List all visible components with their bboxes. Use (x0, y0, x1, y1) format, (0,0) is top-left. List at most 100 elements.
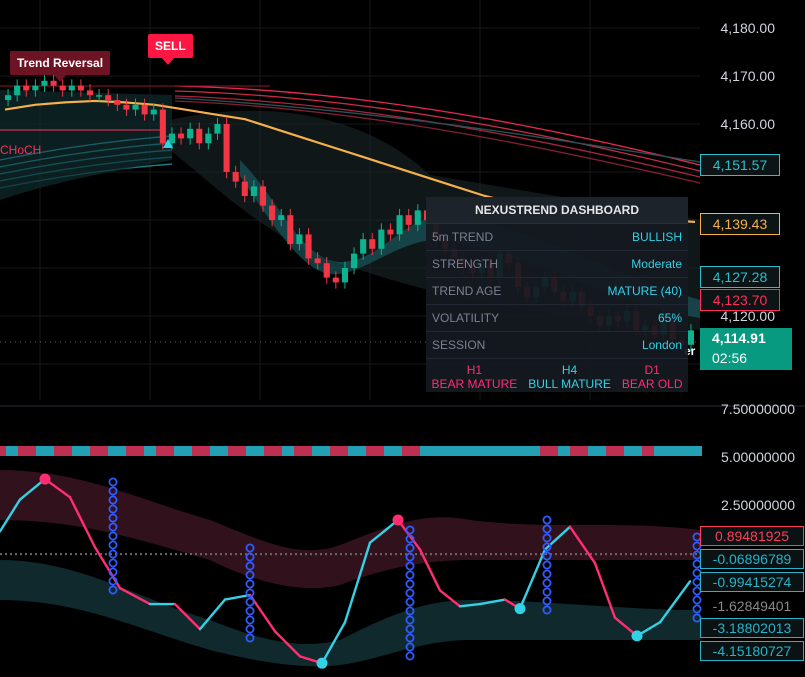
divergence-marker (405, 525, 415, 535)
price-axis-label-4120: 4,120.00 (720, 308, 776, 324)
candle-body (387, 229, 394, 235)
trend-strip-cell (312, 446, 318, 456)
trend-strip-cell (516, 446, 522, 456)
pivot-dot (316, 657, 328, 669)
divergence-marker (108, 522, 118, 532)
trend-strip-cell (24, 446, 30, 456)
trend-strip-cell (222, 446, 228, 456)
trend-strip-cell (240, 446, 246, 456)
oscillator-segment (518, 548, 547, 610)
dashboard-row-label: SESSION (432, 338, 486, 352)
trend-strip-cell (534, 446, 540, 456)
trend-strip-cell (384, 446, 390, 456)
divergence-marker (542, 542, 552, 552)
candle-body (232, 172, 239, 182)
divergence-marker (405, 579, 415, 589)
divergence-marker (245, 543, 255, 553)
oscillator-segment (478, 598, 507, 606)
trend-strip-cell (210, 446, 216, 456)
trend-strip-cell (360, 446, 366, 456)
choch-label: CHoCH (0, 143, 42, 157)
pivot-dot (392, 514, 404, 526)
timeframe-h1: H1 BEAR MATURE (431, 363, 517, 391)
trend-strip-cell (696, 446, 702, 456)
trend-strip-cell (414, 446, 420, 456)
trend-strip-cell (372, 446, 378, 456)
divergence-marker (542, 515, 552, 525)
candle-body (41, 80, 48, 86)
trend-strip-cell (684, 446, 690, 456)
timeframe-state: BEAR OLD (621, 377, 683, 391)
divergence-marker (692, 595, 702, 605)
trend-strip-cell (72, 446, 78, 456)
divergence-marker (405, 588, 415, 598)
oscillator-segment (68, 496, 97, 549)
trend-strip-cell (630, 446, 636, 456)
price-tag-moving-average: 4,139.43 (700, 213, 780, 235)
trend-strip-cell (282, 446, 288, 456)
candle-body (223, 124, 230, 172)
trend-strip-cell (336, 446, 342, 456)
divergence-marker (245, 579, 255, 589)
candle-body (68, 85, 75, 91)
dashboard-row-value: London (641, 338, 682, 352)
trend-strip-cell (594, 446, 600, 456)
trend-strip-cell (234, 446, 240, 456)
trend-strip-cell (558, 446, 564, 456)
dashboard-row-value: MATURE (40) (607, 284, 682, 298)
trend-strip-cell (444, 446, 450, 456)
divergence-marker (108, 495, 118, 505)
candle-body (396, 215, 403, 235)
trend-strip-cell (576, 446, 582, 456)
divergence-marker (245, 615, 255, 625)
sell-signal-tag[interactable]: SELL (148, 34, 193, 58)
oscillator-segment (418, 548, 442, 592)
trend-strip-cell (270, 446, 276, 456)
trend-strip-cell (690, 446, 696, 456)
oscillator-segment (118, 586, 152, 606)
osc-tag-upper: 0.89481925 (700, 526, 804, 546)
trend-strip-cell (0, 446, 6, 456)
candle-body (332, 277, 339, 283)
oscillator-segment (343, 541, 372, 624)
candle-body (296, 234, 303, 244)
trend-strip-cell (192, 446, 198, 456)
trend-strip-cell (486, 446, 492, 456)
divergence-marker (108, 540, 118, 550)
trend-strip-cell (654, 446, 660, 456)
last-price-tag: 4,114.91 02:56 (700, 328, 792, 370)
divergence-marker (542, 569, 552, 579)
trend-strip-cell (606, 446, 612, 456)
divergence-marker (108, 531, 118, 541)
trend-strip-cell (582, 446, 588, 456)
timeframe-d1: D1 BEAR OLD (622, 363, 683, 391)
pivot-dot (514, 603, 526, 615)
trend-strip-cell (468, 446, 474, 456)
trend-strip-cell (78, 446, 84, 456)
trend-strip-cell (564, 446, 570, 456)
trend-strip-cell (678, 446, 684, 456)
trend-strip-cell (504, 446, 510, 456)
trend-strip-cell (474, 446, 480, 456)
trend-reversal-tag[interactable]: Trend Reversal (10, 51, 111, 75)
oscillator-segment (593, 561, 617, 619)
trend-strip-cell (132, 446, 138, 456)
trend-strip-cell (264, 446, 270, 456)
price-tag-upper-band: 4,151.57 (700, 154, 780, 176)
trend-strip-cell (426, 446, 432, 456)
trend-strip-cell (300, 446, 306, 456)
dashboard-row-session: SESSION London (426, 332, 688, 359)
trend-strip-cell (42, 446, 48, 456)
pivot-dot (39, 473, 51, 485)
candle-body (50, 80, 57, 86)
candle-body (32, 85, 39, 91)
trend-strip-cell (84, 446, 90, 456)
trend-strip-cell (150, 446, 156, 456)
resistance-band-line (174, 85, 701, 166)
divergence-marker (245, 597, 255, 607)
candle-body (86, 90, 94, 96)
trend-strip-cell (528, 446, 534, 456)
candle-body (369, 239, 376, 249)
divergence-marker (108, 504, 118, 514)
trend-strip-cell (168, 446, 174, 456)
